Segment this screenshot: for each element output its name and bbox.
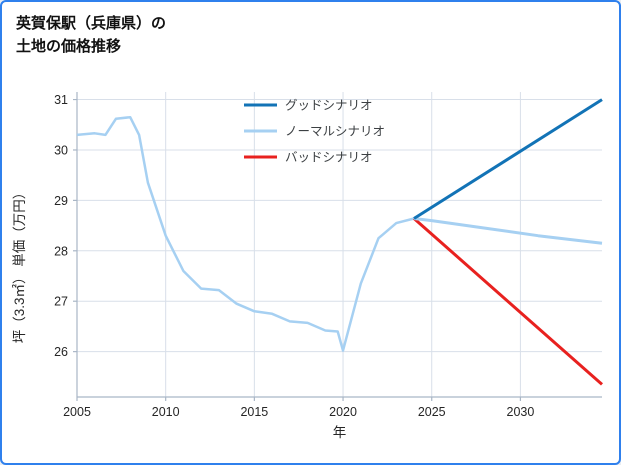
y-tick-label: 26 [54, 345, 68, 359]
chart-title-line2: 土地の価格推移 [16, 38, 122, 56]
series-line-3 [413, 98, 603, 220]
chart-title: 英賀保駅（兵庫県）の 土地の価格推移 [16, 12, 166, 59]
x-tick-label: 2030 [507, 405, 535, 419]
y-tick-label: 30 [54, 143, 68, 157]
x-tick-label: 2005 [63, 405, 91, 419]
series-line-1 [413, 217, 603, 386]
y-tick-label: 28 [54, 244, 68, 258]
legend-label-0: グッドシナリオ [285, 99, 373, 113]
x-tick-label: 2010 [152, 405, 180, 419]
series-line-2 [413, 217, 603, 245]
x-axis-label: 年 [333, 425, 347, 440]
legend-label-1: ノーマルシナリオ [285, 125, 385, 139]
series-line-0 [76, 115, 415, 352]
x-tick-label: 2020 [329, 405, 357, 419]
y-axis-label: 坪（3.3㎡） 単価（万円） [12, 186, 27, 344]
y-tick-label: 27 [54, 295, 68, 309]
x-tick-label: 2015 [240, 405, 268, 419]
y-tick-label: 29 [54, 194, 68, 208]
legend-label-2: バッドシナリオ [285, 151, 373, 165]
x-tick-label: 2025 [418, 405, 446, 419]
chart-title-line1: 英賀保駅（兵庫県）の [16, 15, 167, 32]
y-tick-label: 31 [54, 93, 68, 107]
